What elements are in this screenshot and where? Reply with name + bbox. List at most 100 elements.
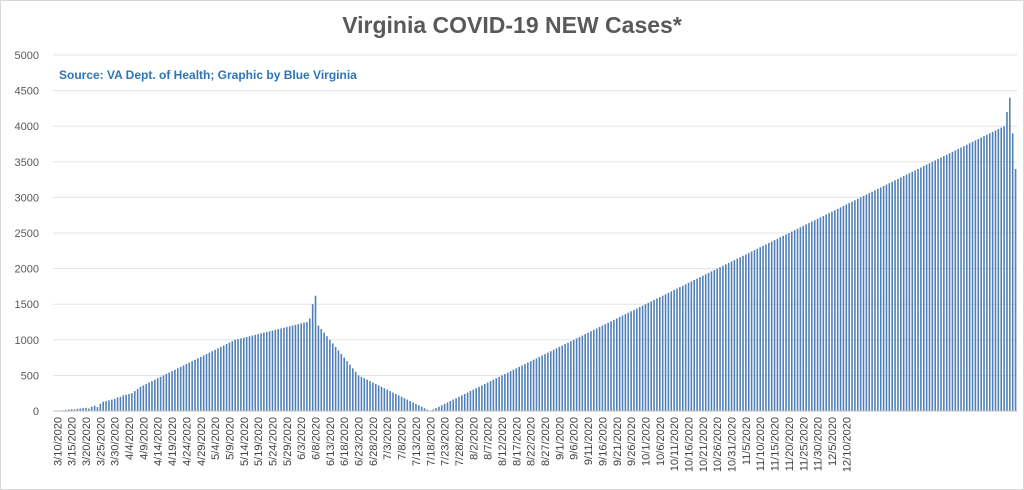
bar	[308, 318, 311, 411]
y-tick-label: 4500	[15, 86, 39, 98]
bar	[426, 409, 429, 411]
bar	[300, 323, 302, 411]
bar	[535, 358, 538, 411]
x-tick-label: 6/8/2020	[311, 417, 323, 460]
bar	[730, 261, 733, 411]
y-tick-label: 0	[33, 406, 39, 418]
x-tick-label: 5/9/2020	[224, 417, 236, 460]
bar	[842, 205, 845, 411]
bar	[125, 394, 127, 411]
bar	[945, 154, 948, 411]
bar	[977, 139, 980, 411]
bar	[131, 393, 133, 411]
bar	[988, 133, 991, 411]
bar	[179, 366, 182, 411]
bar	[329, 339, 331, 411]
bar	[320, 329, 323, 411]
bar	[776, 238, 779, 411]
bar	[782, 235, 784, 411]
bar	[699, 277, 701, 411]
bar	[725, 264, 727, 411]
bar	[1009, 97, 1011, 411]
x-tick-label: 10/11/2020	[669, 417, 681, 471]
bar	[819, 217, 822, 411]
bar	[753, 250, 756, 411]
bar	[463, 393, 466, 411]
bar	[265, 331, 268, 411]
y-tick-label: 4000	[15, 121, 39, 133]
x-tick-label: 11/25/2020	[798, 417, 810, 471]
bar	[440, 405, 443, 411]
bar	[943, 156, 945, 411]
bar	[859, 197, 862, 411]
x-tick-label: 11/5/2020	[741, 417, 753, 465]
bar	[834, 210, 836, 411]
bar	[478, 386, 480, 411]
bar	[570, 341, 572, 411]
bar	[389, 391, 391, 411]
bar	[839, 207, 842, 411]
bar	[406, 399, 409, 411]
bar	[851, 201, 853, 411]
bar	[664, 294, 667, 411]
bar	[498, 376, 500, 411]
bar	[911, 171, 914, 411]
bar	[185, 364, 188, 411]
bar	[337, 350, 340, 411]
bar	[93, 405, 96, 411]
x-tick-label: 9/16/2020	[597, 417, 609, 466]
bar	[486, 382, 489, 411]
x-tick-label: 8/12/2020	[497, 417, 509, 466]
bar	[420, 406, 423, 411]
y-tick-label: 1000	[15, 335, 39, 347]
bar	[240, 338, 242, 411]
bar	[659, 297, 661, 411]
bar	[105, 401, 107, 411]
bar	[67, 409, 70, 411]
bar	[133, 391, 136, 411]
bar	[489, 381, 492, 411]
bar	[745, 254, 747, 411]
bar	[790, 231, 793, 411]
bar	[558, 346, 561, 411]
bar	[354, 371, 357, 411]
bar	[151, 381, 153, 411]
bar	[495, 378, 498, 411]
bar	[822, 215, 825, 411]
bar	[484, 383, 486, 411]
bar	[383, 388, 386, 411]
bar	[756, 248, 759, 411]
bar	[879, 187, 882, 411]
bar	[340, 354, 343, 411]
bar	[191, 361, 193, 411]
bar	[831, 211, 833, 411]
bar	[377, 385, 380, 411]
bar	[217, 348, 219, 411]
bar	[1006, 111, 1008, 412]
bar	[162, 375, 165, 411]
bar	[369, 381, 371, 411]
bar	[438, 406, 440, 411]
bar	[934, 160, 937, 411]
bar	[251, 335, 254, 411]
bar	[199, 356, 202, 411]
bar	[1000, 127, 1003, 412]
bar	[501, 375, 503, 411]
bar	[395, 393, 397, 411]
bar	[567, 342, 569, 411]
x-tick-label: 11/15/2020	[770, 417, 782, 471]
bar	[584, 334, 586, 411]
bar	[343, 357, 345, 411]
bar	[205, 354, 208, 411]
bar	[214, 349, 216, 411]
x-tick-label: 5/24/2020	[267, 417, 279, 466]
x-tick-label: 6/28/2020	[368, 417, 380, 466]
bar	[644, 304, 647, 411]
bar	[719, 267, 721, 411]
bar	[469, 391, 472, 411]
bar	[690, 281, 693, 411]
bar	[475, 388, 477, 411]
bar	[722, 265, 724, 411]
bar	[148, 382, 150, 411]
bar	[317, 325, 320, 411]
